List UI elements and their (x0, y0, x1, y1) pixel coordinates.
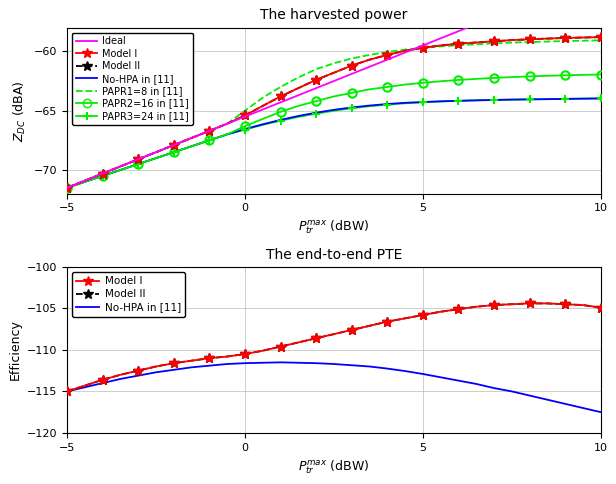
Legend: Model I, Model II, No-HPA in [11]: Model I, Model II, No-HPA in [11] (72, 272, 185, 317)
X-axis label: $P_{tr}^{max}$ (dBW): $P_{tr}^{max}$ (dBW) (298, 458, 370, 476)
Title: The harvested power: The harvested power (260, 8, 408, 22)
Y-axis label: Efficiency: Efficiency (9, 319, 22, 380)
Legend: Ideal, Model I, Model II, No-HPA in [11], PAPR1=8 in [11], PAPR2=16 in [11], PAP: Ideal, Model I, Model II, No-HPA in [11]… (72, 32, 193, 125)
Title: The end-to-end PTE: The end-to-end PTE (265, 247, 402, 261)
Y-axis label: $Z_{DC}$ (dBA): $Z_{DC}$ (dBA) (12, 80, 28, 141)
X-axis label: $P_{tr}^{max}$ (dBW): $P_{tr}^{max}$ (dBW) (298, 219, 370, 237)
